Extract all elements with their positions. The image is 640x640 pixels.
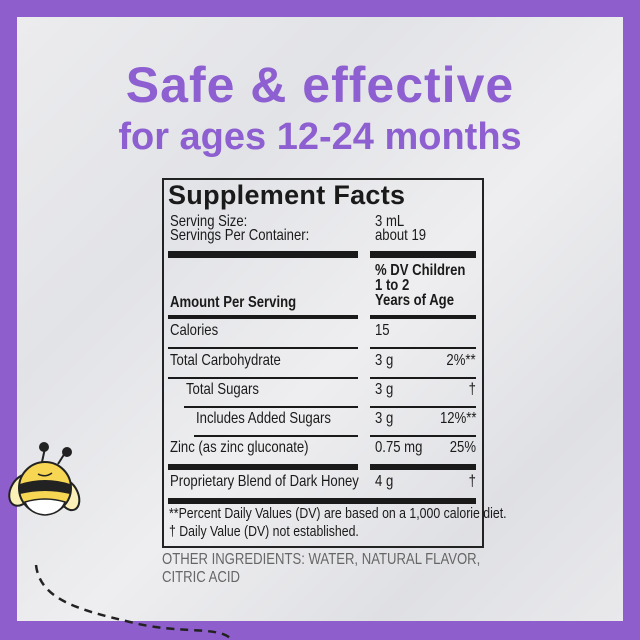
nutrient-name: Proprietary Blend of Dark Honey	[170, 473, 359, 490]
servings-label: Servings Per Container:	[170, 227, 310, 244]
row-divider	[194, 435, 358, 437]
nutrient-name: Total Carbohydrate	[170, 352, 281, 369]
dv-header-line: Years of Age	[375, 292, 455, 309]
nutrient-name: Zinc (as zinc gluconate)	[170, 439, 309, 456]
serving-size-value: 3 mL	[375, 213, 405, 230]
other-ingredients-line: CITRIC ACID	[162, 569, 241, 586]
flight-path	[34, 564, 233, 640]
nutrient-dv: 2%**	[446, 352, 476, 369]
medium-divider	[370, 315, 476, 319]
nutrient-amount: 0.75 mg	[375, 439, 423, 456]
footnote-dv: **Percent Daily Values (DV) are based on…	[169, 505, 507, 522]
marble-background	[17, 17, 623, 621]
row-divider	[168, 347, 358, 349]
nutrient-amount: 3 g	[375, 352, 394, 369]
medium-divider	[168, 315, 358, 319]
supplement-facts-panel	[162, 178, 484, 548]
facts-title: Supplement Facts	[168, 180, 406, 210]
thick-divider	[168, 251, 358, 258]
nutrient-dv: †	[468, 381, 476, 398]
nutrient-amount: 3 g	[375, 410, 394, 427]
footnotes: **Percent Daily Values (DV) are based on…	[169, 505, 581, 541]
row-divider	[370, 464, 476, 470]
nutrient-amount: 3 g	[375, 381, 394, 398]
row-divider	[370, 377, 476, 379]
serving-values: 3 mL about 19	[375, 213, 437, 244]
amount-header: Amount Per Serving	[170, 294, 297, 311]
bee-mascot-icon	[8, 442, 233, 640]
row-divider	[168, 377, 358, 379]
dv-header-line: 1 to 2	[375, 277, 410, 294]
headline-subtitle: for ages 12-24 months	[118, 116, 522, 158]
thick-divider	[370, 251, 476, 258]
nutrient-dv: 25%	[449, 439, 476, 456]
nutrient-dv: †	[468, 473, 476, 490]
servings-value: about 19	[375, 227, 427, 244]
nutrient-amount: 4 g	[375, 473, 394, 490]
footnote-dagger: † Daily Value (DV) not established.	[169, 523, 359, 540]
dv-header: % DV Children 1 to 2 Years of Age	[375, 262, 485, 309]
row-divider	[168, 464, 358, 470]
nutrient-name: Total Sugars	[186, 381, 259, 398]
row-divider	[370, 406, 476, 408]
serving-size-label: Serving Size:	[170, 213, 248, 230]
other-ingredients-line: OTHER INGREDIENTS: WATER, NATURAL FLAVOR…	[162, 551, 481, 568]
row-divider	[184, 406, 358, 408]
other-ingredients: OTHER INGREDIENTS: WATER, NATURAL FLAVOR…	[162, 551, 550, 587]
headline-title: Safe & effective	[125, 57, 515, 113]
row-divider	[168, 498, 476, 504]
dv-header-line: % DV Children	[375, 262, 466, 279]
nutrient-name: Calories	[170, 322, 219, 339]
nutrient-amount: 15	[375, 322, 390, 339]
nutrient-dv: 12%**	[439, 410, 476, 427]
serving-labels: Serving Size: Servings Per Container:	[170, 213, 340, 244]
row-divider	[370, 347, 476, 349]
row-divider	[370, 435, 476, 437]
nutrient-name: Includes Added Sugars	[196, 410, 331, 427]
